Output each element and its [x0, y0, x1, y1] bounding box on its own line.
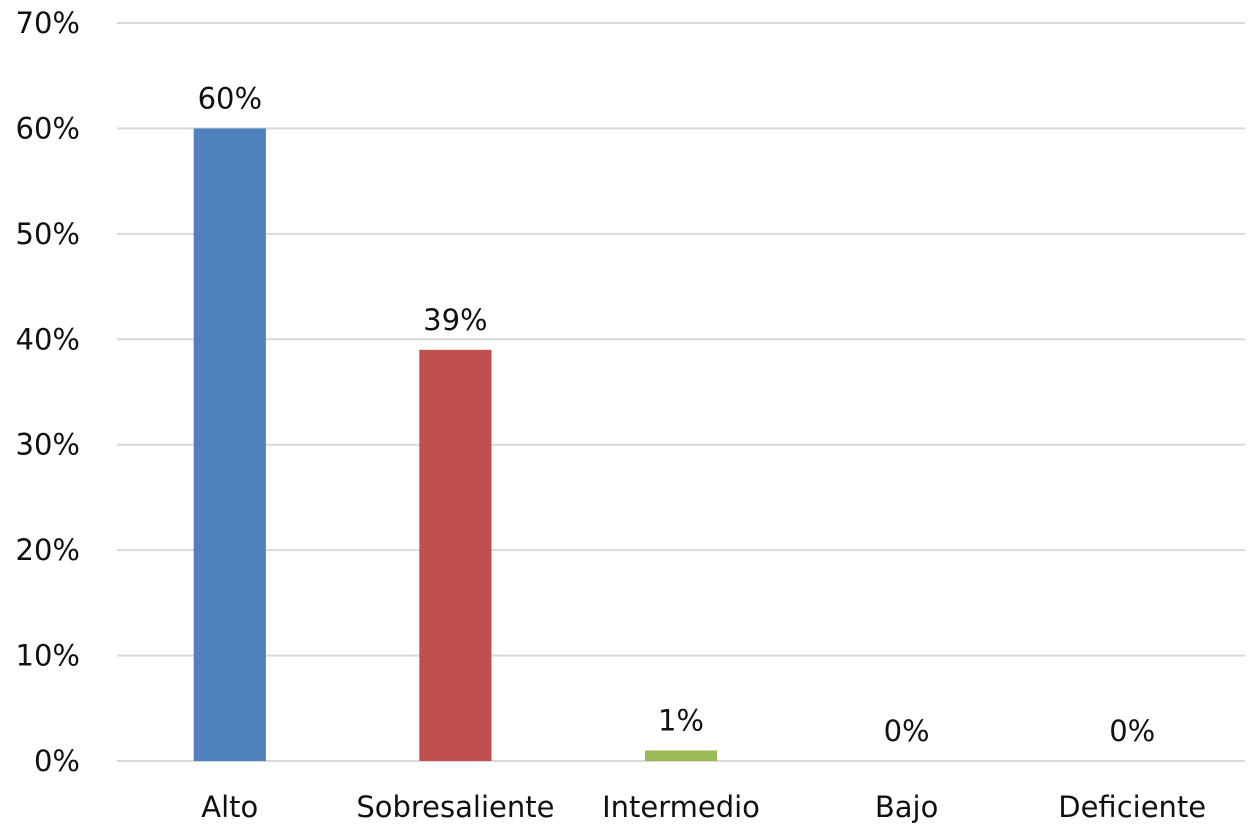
grid-layer [117, 22, 1245, 762]
category-label-sobresaliente: Sobresaliente [356, 790, 554, 824]
x-axis-categories: Alto Sobresaliente Intermedio Bajo Deficient… [201, 790, 1206, 824]
y-tick-label: 70% [16, 6, 80, 40]
data-label-sobresaliente: 39% [423, 303, 487, 337]
data-label-bajo: 0% [884, 714, 930, 748]
y-tick-label: 60% [16, 111, 80, 145]
category-label-bajo: Bajo [875, 790, 938, 824]
y-tick-label: 50% [16, 217, 80, 251]
bars [193, 128, 718, 761]
y-tick-label: 0% [34, 744, 80, 778]
y-tick-label: 20% [16, 533, 80, 567]
y-tick-label: 40% [16, 322, 80, 356]
y-tick-label: 10% [16, 639, 80, 673]
y-tick-label: 30% [16, 428, 80, 462]
data-labels: 60% 39% 1% 0% 0% [198, 81, 1156, 748]
bar-alto [193, 128, 266, 761]
data-label-alto: 60% [198, 81, 262, 115]
data-label-deficiente: 0% [1109, 714, 1155, 748]
category-label-intermedio: Intermedio [602, 790, 760, 824]
data-label-intermedio: 1% [658, 703, 704, 737]
bar-sobresaliente [419, 349, 492, 761]
category-label-deficiente: Deficiente [1058, 790, 1206, 824]
category-label-alto: Alto [201, 790, 258, 824]
bar-intermedio [644, 750, 718, 761]
y-axis-ticks: 0% 10% 20% 30% 40% 50% 60% 70% [16, 6, 80, 778]
